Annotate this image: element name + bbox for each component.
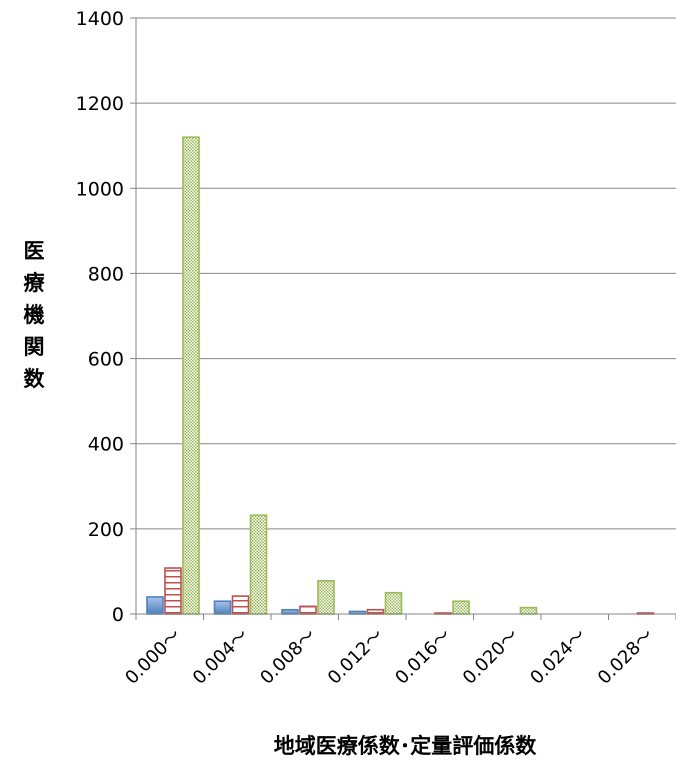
y-axis-ticks: 0 200 400 600 800 1000 1200 1400 [76, 8, 136, 626]
bar-series-3-5 [519, 606, 538, 615]
y-tick-label: 1400 [76, 8, 124, 30]
bar-series-1-2 [281, 608, 299, 615]
x-tick-label: 0.000～ [121, 625, 185, 689]
x-tick-label: 0.004～ [189, 625, 253, 689]
y-axis-title-char: 数 [24, 367, 46, 391]
x-axis-tick-labels: 0.000～ 0.004～ 0.008～ 0.012～ 0.016～ 0.020～ 0.02… [121, 625, 658, 689]
y-tick-label: 1200 [76, 93, 124, 115]
bar-series-3-2 [317, 579, 335, 615]
bar-series-1-0 [146, 596, 164, 615]
y-axis-title-char: 関 [24, 335, 45, 359]
bars [146, 136, 655, 615]
bar-series-3-4 [452, 600, 470, 615]
y-tick-label: 1000 [76, 178, 124, 200]
y-tick-label: 800 [88, 263, 124, 285]
y-tick-label: 400 [88, 434, 124, 456]
x-tick-label: 0.028～ [594, 625, 658, 689]
bar-series-1-1 [213, 600, 232, 615]
x-tick-label: 0.020～ [459, 625, 523, 689]
bar-series-2-2 [299, 605, 317, 615]
x-axis-title: 地域医療係数･定量評価係数 [274, 734, 537, 758]
y-tick-label: 600 [88, 349, 124, 371]
y-axis-title-char: 療 [24, 271, 46, 295]
y-axis-title-char: 医 [24, 239, 45, 263]
bar-series-2-0 [164, 567, 182, 615]
bar-series-2-1 [231, 595, 250, 615]
y-axis-title-char: 機 [24, 303, 45, 327]
x-tick-label: 0.008～ [256, 625, 320, 689]
y-tick-label: 0 [112, 604, 124, 626]
y-tick-label: 200 [88, 519, 124, 541]
bar-series-3-3 [384, 591, 403, 615]
bar-series-3-1 [249, 514, 268, 615]
x-tick-label: 0.016～ [391, 625, 455, 689]
x-tick-label: 0.024～ [526, 625, 590, 689]
gridlines [136, 17, 676, 530]
x-tick-label: 0.012～ [324, 625, 388, 689]
axes [135, 18, 676, 620]
bar-series-3-0 [182, 136, 200, 615]
bar-series-2-3 [366, 608, 385, 615]
